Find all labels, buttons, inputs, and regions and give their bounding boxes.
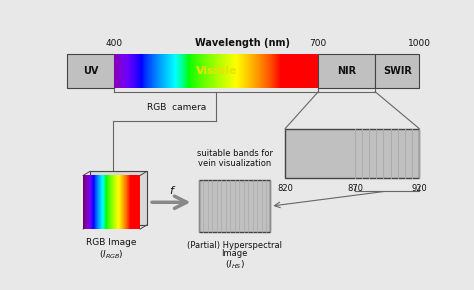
- Text: 870: 870: [347, 184, 363, 193]
- Text: 820: 820: [277, 184, 293, 193]
- Text: $(I_{HS})$: $(I_{HS})$: [225, 258, 245, 271]
- Text: RGB  camera: RGB camera: [147, 103, 207, 112]
- Text: 1000: 1000: [408, 39, 431, 48]
- Text: 700: 700: [310, 39, 327, 48]
- Text: UV: UV: [83, 66, 98, 76]
- Text: Visible: Visible: [195, 66, 237, 76]
- Text: suitable bands for
vein visualization: suitable bands for vein visualization: [197, 149, 273, 168]
- Bar: [318, 54, 375, 88]
- Text: (Partial) Hyperspectral: (Partial) Hyperspectral: [187, 241, 282, 250]
- Text: SWIR: SWIR: [383, 66, 411, 76]
- Bar: [375, 54, 419, 88]
- Bar: [285, 128, 419, 178]
- Text: RGB Image: RGB Image: [86, 238, 137, 247]
- Bar: [90, 171, 146, 225]
- Bar: [199, 180, 271, 232]
- Text: 920: 920: [411, 184, 427, 193]
- Text: 400: 400: [106, 39, 123, 48]
- Bar: [66, 54, 114, 88]
- Text: NIR: NIR: [337, 66, 356, 76]
- Text: $(I_{RGB})$: $(I_{RGB})$: [99, 248, 124, 260]
- Text: Wavelength (nm): Wavelength (nm): [195, 38, 291, 48]
- Text: f: f: [169, 186, 173, 195]
- Text: Image: Image: [221, 249, 248, 258]
